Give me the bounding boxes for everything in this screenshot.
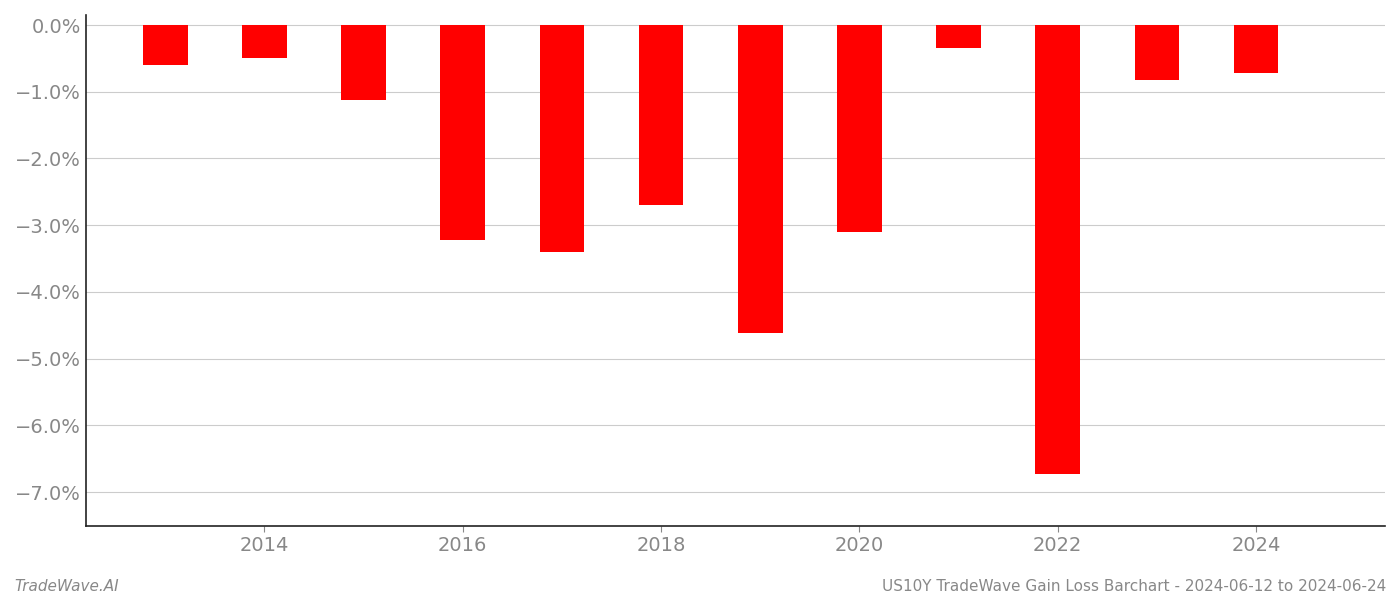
- Text: US10Y TradeWave Gain Loss Barchart - 2024-06-12 to 2024-06-24: US10Y TradeWave Gain Loss Barchart - 202…: [882, 579, 1386, 594]
- Bar: [1134, 25, 1179, 80]
- Bar: [937, 25, 981, 49]
- Text: TradeWave.AI: TradeWave.AI: [14, 579, 119, 594]
- Bar: [441, 25, 484, 240]
- Bar: [638, 25, 683, 205]
- Bar: [342, 25, 386, 100]
- Bar: [539, 25, 584, 252]
- Bar: [837, 25, 882, 232]
- Bar: [143, 25, 188, 65]
- Bar: [1036, 25, 1079, 473]
- Bar: [1233, 25, 1278, 73]
- Bar: [242, 25, 287, 58]
- Bar: [738, 25, 783, 334]
